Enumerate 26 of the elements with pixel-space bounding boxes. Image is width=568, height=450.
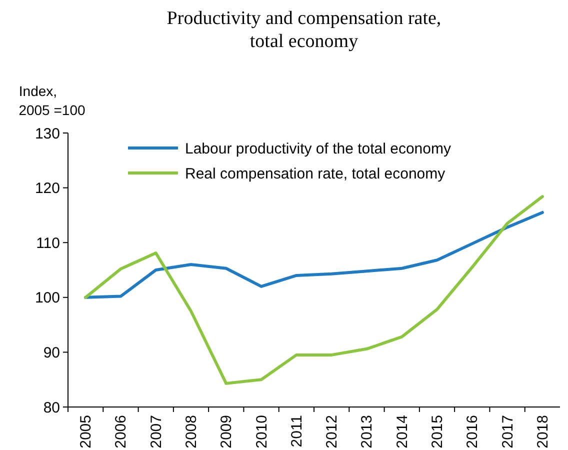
x-tick-label: 2016 <box>464 415 482 448</box>
x-tick-label: 2013 <box>358 415 376 448</box>
x-tick-label: 2012 <box>324 415 341 448</box>
legend-label: Real compensation rate, total economy <box>185 165 446 182</box>
x-tick-label: 2014 <box>394 415 411 448</box>
x-tick-label: 2009 <box>218 415 236 448</box>
x-tick-label: 2018 <box>534 415 552 448</box>
y-axis-title: Index, 2005 =100 <box>18 83 86 118</box>
x-tick-label: 2005 <box>78 415 95 448</box>
x-tick-label: 2008 <box>183 415 200 448</box>
y-tick-label: 80 <box>43 399 60 416</box>
line-series <box>84 210 544 299</box>
x-tick-label: 2010 <box>253 415 270 448</box>
x-tick-label: 2011 <box>288 415 306 448</box>
x-tick-label: 2006 <box>112 415 130 448</box>
line-series <box>84 195 544 385</box>
y-tick-label: 110 <box>36 234 60 252</box>
x-tick-label: 2007 <box>148 415 165 448</box>
x-tick-label: 2017 <box>499 415 516 448</box>
legend-label: Labour productivity of the total economy <box>185 140 452 158</box>
y-tick-label: 120 <box>34 180 60 198</box>
y-tick-label: 100 <box>34 290 60 307</box>
x-tick-label: 2015 <box>429 415 446 448</box>
y-tick-label: 90 <box>43 344 60 362</box>
y-tick-label: 130 <box>34 125 60 142</box>
chart-title: Productivity and compensation rate, total economy <box>166 8 442 52</box>
